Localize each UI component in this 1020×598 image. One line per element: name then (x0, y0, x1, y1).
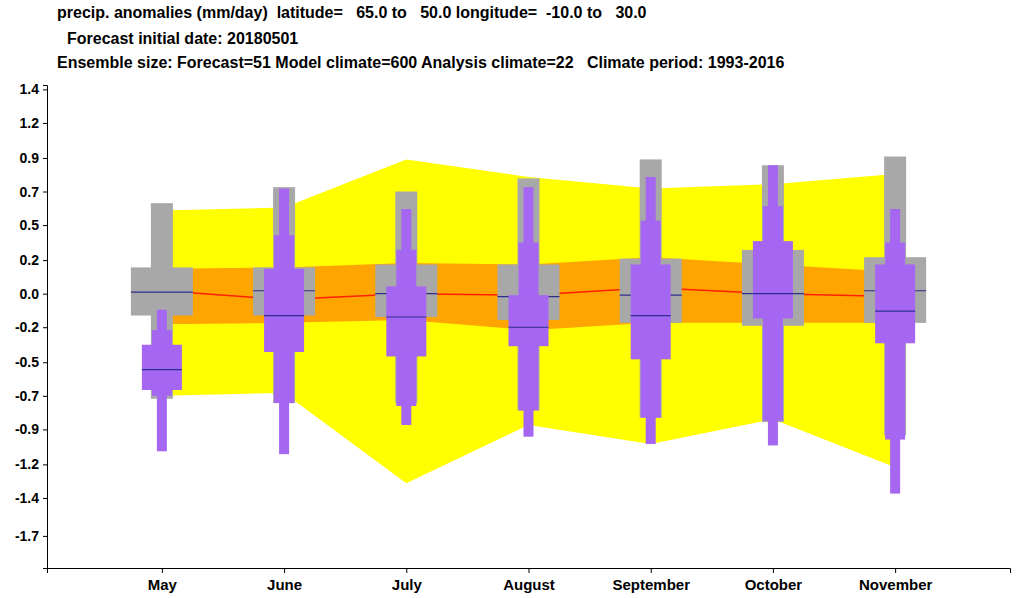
x-tick-label: July (392, 576, 423, 593)
x-tick: July (392, 568, 423, 593)
box (753, 241, 793, 318)
y-tick-label: -1.7 (15, 528, 39, 544)
y-tick: 0.7 (20, 184, 47, 200)
y-tick-mark (43, 362, 47, 363)
subtitle: Ensemble size: Forecast=51 Model climate… (57, 54, 784, 71)
y-axis: 1.4 1.2 0.9 0.7 0.5 0.2 0.0 -0.2 -0.5 -0.7 -0.9 -1.… (15, 81, 48, 568)
y-tick-label: -1.2 (15, 456, 39, 472)
y-tick: 1.4 (20, 81, 47, 97)
y-tick-mark (43, 294, 47, 295)
box-median (875, 311, 915, 312)
y-tick-mark (43, 327, 47, 328)
y-tick: 0.5 (20, 217, 47, 233)
x-tick: September (612, 568, 690, 593)
y-tick-mark (43, 225, 47, 226)
y-tick-mark (43, 396, 47, 397)
y-tick-mark (43, 536, 47, 537)
y-tick: -0.2 (15, 319, 47, 335)
x-tick-label: August (503, 576, 555, 593)
y-tick-label: 0.9 (20, 150, 40, 166)
y-tick-label: -0.9 (15, 421, 39, 437)
x-tick: August (503, 568, 555, 593)
y-tick-label: 0.5 (20, 217, 40, 233)
box (875, 264, 915, 343)
y-tick-mark (43, 192, 47, 193)
box-median (386, 316, 426, 317)
y-tick: -0.5 (15, 354, 47, 370)
plot-area (131, 157, 926, 494)
x-tick-mark (162, 568, 163, 573)
box (131, 267, 193, 315)
y-tick: -1.2 (15, 456, 47, 472)
x-axis-line (48, 569, 1011, 574)
x-tick-label: November (859, 576, 933, 593)
box (264, 269, 304, 352)
y-tick: -0.9 (15, 421, 47, 437)
y-tick-mark (43, 260, 47, 261)
y-tick-label: -1.4 (15, 490, 39, 506)
y-tick-label: 1.2 (20, 115, 40, 131)
y-tick-mark (43, 123, 47, 124)
box-median (742, 293, 804, 294)
x-tick-mark (651, 568, 652, 573)
y-tick-label: -0.2 (15, 319, 39, 335)
y-tick: -0.7 (15, 388, 47, 404)
box-median (753, 293, 793, 294)
y-tick-mark (43, 429, 47, 430)
y-tick: 0.9 (20, 150, 47, 166)
y-tick: 0.2 (20, 252, 47, 268)
x-tick-label: June (267, 576, 302, 593)
box-median (264, 315, 304, 316)
box-median (142, 369, 182, 370)
x-tick: November (859, 568, 933, 593)
x-tick-mark (529, 568, 530, 573)
x-tick-mark (773, 568, 774, 573)
y-tick: -1.4 (15, 490, 47, 506)
box (142, 345, 182, 390)
x-axis: May June July August September October Novembe… (48, 568, 1011, 593)
box (509, 295, 549, 346)
x-tick: October (745, 568, 803, 593)
y-tick-mark (43, 89, 47, 90)
y-tick-label: 0.0 (20, 286, 40, 302)
x-tick-label: September (612, 576, 690, 593)
y-tick-label: -0.7 (15, 388, 39, 404)
y-tick-label: -0.5 (15, 354, 39, 370)
x-tick: May (148, 568, 178, 593)
y-tick: 0.0 (20, 286, 47, 302)
box-median (131, 292, 193, 293)
y-tick-mark (43, 158, 47, 159)
chart: precip. anomalies (mm/day) latitude= 65.… (0, 0, 1020, 598)
x-tick-label: May (148, 576, 178, 593)
y-tick: -1.7 (15, 528, 47, 544)
title: precip. anomalies (mm/day) latitude= 65.… (57, 4, 647, 21)
y-tick-mark (43, 464, 47, 465)
y-tick-label: 1.4 (20, 81, 40, 97)
y-axis-line (43, 86, 48, 569)
box (386, 286, 426, 356)
box-median (509, 327, 549, 328)
y-tick-label: 0.7 (20, 184, 40, 200)
box-series (142, 165, 915, 493)
box (631, 264, 671, 359)
y-tick-mark (43, 498, 47, 499)
x-tick-mark (406, 568, 407, 573)
range-area (162, 159, 895, 483)
box-median (631, 315, 671, 316)
y-tick: 1.2 (20, 115, 47, 131)
y-tick-label: 0.2 (20, 252, 40, 268)
x-tick-label: October (745, 576, 803, 593)
subtitle: Forecast initial date: 20180501 (67, 30, 298, 47)
x-tick: June (267, 568, 302, 593)
x-tick-mark (284, 568, 285, 573)
x-tick-mark (895, 568, 896, 573)
